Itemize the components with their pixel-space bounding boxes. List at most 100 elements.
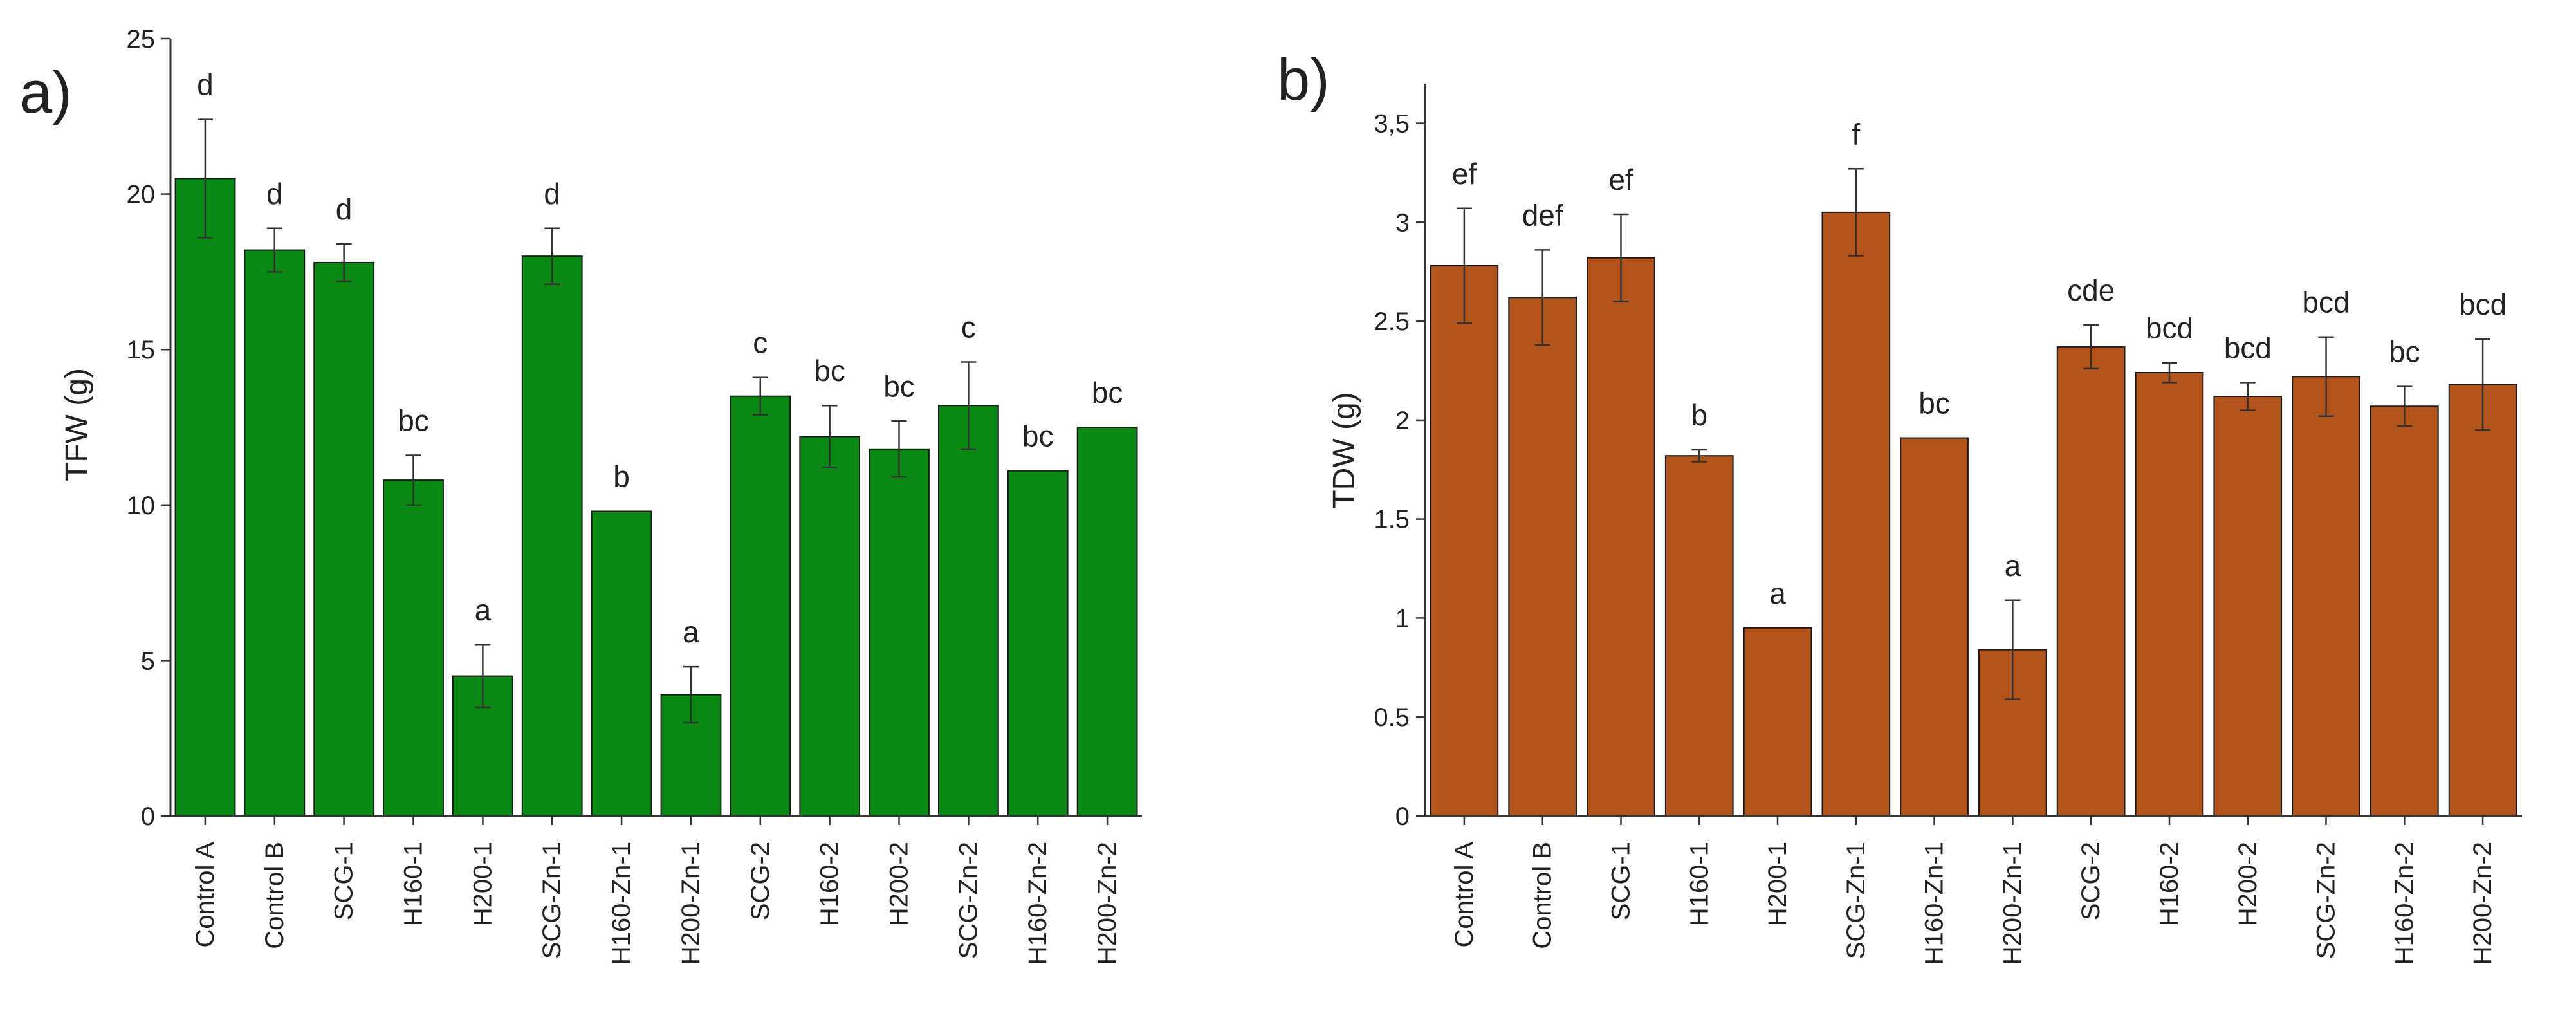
tdw-significance-letter: bcd <box>2302 286 2350 319</box>
tfw-significance-letter: bc <box>1022 420 1054 453</box>
tfw-category-label: Control A <box>191 842 219 948</box>
y-axis-label-tdw: TDW (g) <box>1327 392 1361 508</box>
tfw-bar <box>313 261 375 817</box>
tdw-y-tick-label: 3,5 <box>1374 110 1410 138</box>
tdw-bar <box>2135 372 2204 817</box>
tdw-significance-letter: cde <box>2067 273 2115 307</box>
tfw-significance-letter: d <box>266 177 283 210</box>
tdw-category-label: H160-1 <box>1685 842 1713 926</box>
tfw-y-tick-label: 25 <box>127 25 156 53</box>
tfw-significance-letter: d <box>544 177 560 210</box>
tdw-chart-panel: b) TDW (g) ef Control A def Control B ef SCG-… <box>1277 47 2522 965</box>
tdw-significance-letter: f <box>1852 117 1860 151</box>
tdw-category-label: SCG-1 <box>1607 842 1635 920</box>
tfw-category-label: SCG-1 <box>330 842 358 920</box>
tdw-significance-letter: bcd <box>2459 288 2507 321</box>
tdw-bar <box>1743 627 1812 817</box>
tfw-bar <box>730 395 791 817</box>
tdw-bar <box>2056 346 2126 817</box>
tfw-category-label: H200-1 <box>468 842 497 926</box>
tfw-category-label: H160-2 <box>816 842 844 926</box>
tdw-bar <box>1821 211 1891 817</box>
tdw-significance-letter: bcd <box>2224 331 2272 364</box>
tfw-significance-letter: b <box>613 460 630 494</box>
tdw-category-label: H200-2 <box>2234 842 2262 926</box>
tdw-category-label: SCG-2 <box>2077 842 2105 920</box>
tdw-bar <box>1900 437 1969 817</box>
tfw-bar <box>174 178 236 817</box>
tdw-category-label: SCG-Zn-1 <box>1842 842 1870 959</box>
tfw-significance-letter: bc <box>1092 376 1123 409</box>
tfw-category-label: SCG-2 <box>746 842 775 920</box>
tdw-category-label: Control B <box>1529 842 1557 949</box>
tfw-bar <box>244 249 306 817</box>
tdw-bar <box>1430 265 1499 817</box>
tfw-category-label: Control B <box>261 842 289 949</box>
tfw-bar <box>1007 470 1069 817</box>
tfw-bar <box>383 479 444 817</box>
tfw-y-tick-label: 0 <box>141 802 155 831</box>
tfw-category-label: H160-Zn-1 <box>607 842 636 965</box>
tfw-category-label: H160-Zn-2 <box>1024 842 1052 965</box>
tdw-category-label: H200-1 <box>1763 842 1792 926</box>
tdw-bar <box>1587 257 1655 817</box>
tfw-significance-letter: a <box>475 593 492 627</box>
tdw-category-label: H160-2 <box>2155 842 2184 926</box>
tdw-y-tick-label: 2.5 <box>1374 308 1410 336</box>
y-axis-label-tfw: TFW (g) <box>60 368 94 481</box>
tdw-significance-letter: bcd <box>2146 311 2193 345</box>
tdw-y-tick-label: 0 <box>1395 802 1410 831</box>
tfw-bar <box>799 436 861 817</box>
tdw-category-label: H200-Zn-2 <box>2469 842 2497 965</box>
tfw-category-label: SCG-Zn-1 <box>538 842 566 959</box>
panel-label-a: a) <box>19 60 72 125</box>
tfw-significance-letter: bc <box>814 354 845 387</box>
tdw-significance-letter: ef <box>1452 157 1477 190</box>
tfw-category-label: H200-2 <box>885 842 914 926</box>
tdw-significance-letter: ef <box>1608 163 1633 196</box>
tdw-category-label: SCG-Zn-2 <box>2312 842 2341 959</box>
tfw-significance-letter: c <box>961 311 976 344</box>
tfw-y-tick-label: 5 <box>141 647 155 675</box>
tdw-y-tick-label: 2 <box>1395 407 1410 435</box>
tdw-category-label: H160-Zn-1 <box>1920 842 1949 965</box>
tfw-category-label: H200-Zn-2 <box>1093 842 1121 965</box>
tfw-bar <box>1076 427 1138 817</box>
panel-label-b: b) <box>1277 47 1330 113</box>
tdw-y-tick-label: 0.5 <box>1374 703 1410 732</box>
tdw-bar <box>2292 376 2360 817</box>
tdw-significance-letter: a <box>1769 577 1786 610</box>
tfw-category-label: H160-1 <box>400 842 428 926</box>
tdw-bar <box>1664 455 1734 817</box>
tdw-category-label: Control A <box>1450 842 1478 948</box>
tdw-significance-letter: def <box>1522 198 1563 232</box>
tdw-significance-letter: b <box>1691 398 1708 432</box>
tdw-category-label: H160-Zn-2 <box>2390 842 2418 965</box>
tfw-y-tick-label: 20 <box>127 181 156 209</box>
tdw-y-tick-label: 1.5 <box>1374 506 1410 534</box>
tfw-significance-letter: c <box>753 326 768 360</box>
tdw-significance-letter: a <box>2005 549 2021 582</box>
tfw-y-tick-label: 10 <box>127 492 156 520</box>
tfw-bar <box>938 405 999 817</box>
tdw-bar <box>2370 405 2439 817</box>
tfw-bar <box>521 255 583 817</box>
tdw-category-label: H200-Zn-1 <box>1998 842 2027 965</box>
tfw-significance-letter: bc <box>883 369 915 403</box>
tfw-bar <box>869 448 930 817</box>
tdw-bar <box>2213 396 2283 817</box>
tdw-bar <box>2448 384 2517 817</box>
tdw-bar <box>1508 297 1578 817</box>
tdw-significance-letter: bc <box>2389 335 2420 369</box>
tfw-significance-letter: d <box>336 192 353 226</box>
tfw-significance-letter: d <box>197 68 214 102</box>
tfw-significance-letter: bc <box>398 404 429 438</box>
tdw-marks: ef Control A def Control B ef SCG-1 b H160-1 a H2… <box>1374 84 2522 965</box>
tfw-bar <box>591 510 652 817</box>
tfw-category-label: SCG-Zn-2 <box>954 842 982 959</box>
tfw-category-label: H200-Zn-1 <box>677 842 705 965</box>
tdw-significance-letter: bc <box>1918 387 1950 420</box>
